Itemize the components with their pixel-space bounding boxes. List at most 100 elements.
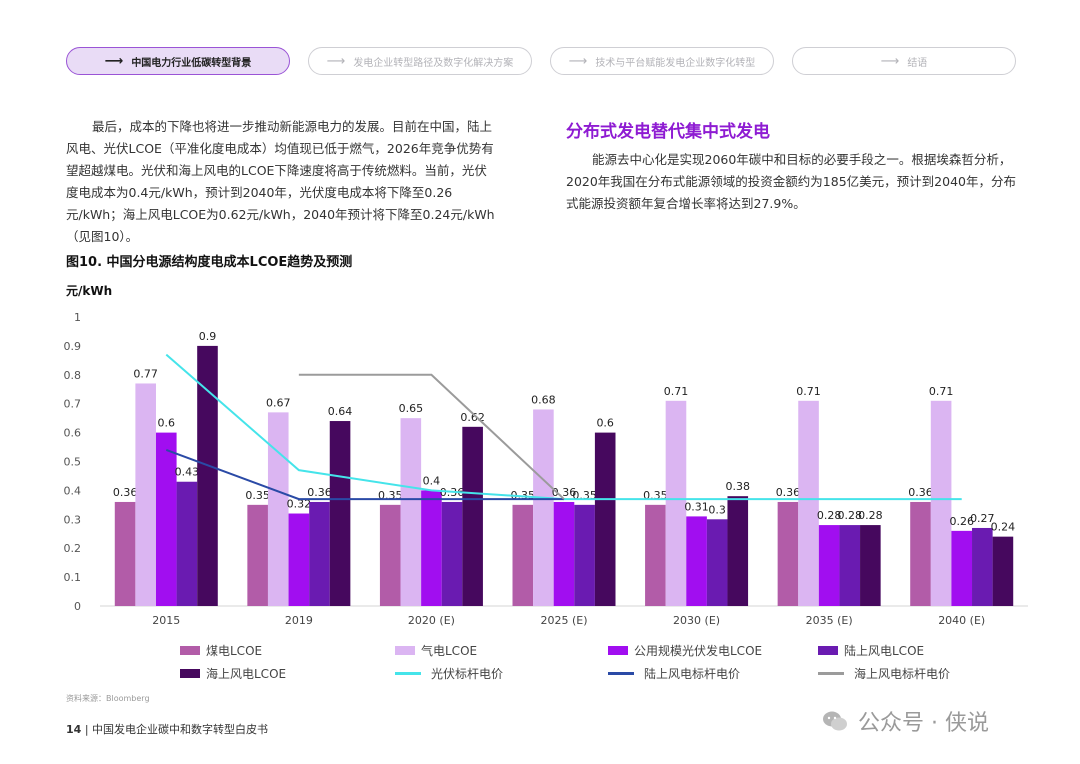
legend-label: 陆上风电标杆电价 (644, 667, 741, 681)
bar (818, 525, 840, 606)
tab-tech-platform[interactable]: ⟶ 技术与平台赋能发电企业数字化转型 (550, 47, 774, 75)
tab-transformation-path[interactable]: ⟶ 发电企业转型路径及数字化解决方案 (308, 47, 532, 75)
y-tick-label: 0.9 (64, 340, 82, 353)
footer-divider: | (84, 723, 93, 736)
bar-value-label: 0.36 (776, 486, 801, 499)
legend-swatch (395, 646, 415, 655)
bar-value-label: 0.77 (133, 367, 158, 380)
bar-value-label: 0.43 (175, 466, 200, 479)
x-tick-label: 2030 (E) (673, 614, 720, 627)
y-tick-label: 0.2 (64, 542, 82, 555)
section-nav: ⟶ 中国电力行业低碳转型背景 ⟶ 发电企业转型路径及数字化解决方案 ⟶ 技术与平… (66, 47, 1016, 77)
x-tick-label: 2040 (E) (938, 614, 985, 627)
bar-value-label: 0.35 (245, 489, 270, 502)
footer-title: 中国发电企业碳中和数字转型白皮书 (92, 723, 269, 736)
x-tick-label: 2025 (E) (540, 614, 587, 627)
tab-label: 中国电力行业低碳转型背景 (131, 57, 252, 69)
bar-value-label: 0.36 (908, 486, 933, 499)
bar (176, 481, 198, 606)
wechat-icon (823, 711, 847, 731)
bar-value-label: 0.65 (399, 402, 424, 415)
bar (706, 519, 728, 606)
y-tick-label: 0.5 (64, 456, 82, 469)
bar (727, 496, 749, 606)
bar (930, 400, 952, 606)
bar (798, 400, 819, 606)
bar (951, 530, 973, 606)
bar (574, 504, 595, 606)
y-tick-label: 0 (74, 600, 81, 613)
bar (533, 409, 554, 606)
y-tick-label: 0.7 (64, 398, 82, 411)
bar-value-label: 0.32 (287, 498, 312, 511)
bar-value-label: 0.71 (929, 385, 954, 398)
bar (462, 426, 483, 606)
bar-value-label: 0.6 (158, 417, 176, 430)
legend-item: 公用规模光伏发电LCOE (608, 642, 762, 659)
legend-label: 公用规模光伏发电LCOE (634, 644, 763, 658)
tab-label: 结语 (907, 57, 928, 69)
bar (839, 525, 861, 606)
y-tick-label: 1 (74, 311, 81, 324)
bar (860, 525, 881, 606)
bar (777, 501, 799, 606)
legend-item: 陆上风电LCOE (818, 642, 924, 659)
bar-value-label: 0.26 (949, 515, 974, 528)
legend-label: 陆上风电LCOE (844, 644, 925, 658)
benchmark-line (165, 449, 564, 501)
y-axis-unit: 元/kWh (66, 284, 113, 298)
bar-value-label: 0.62 (460, 411, 485, 424)
decentralization-paragraph: 能源去中心化是实现2060年碳中和目标的必要手段之一。根据埃森哲分析，2020年… (566, 152, 1016, 211)
bar (309, 501, 330, 606)
bar (379, 504, 401, 606)
legend-item: 陆上风电标杆电价 (608, 665, 740, 682)
legend-line-swatch (608, 672, 634, 675)
x-tick-label: 2035 (E) (806, 614, 853, 627)
x-tick-label: 2015 (152, 614, 180, 627)
bar-value-label: 0.28 (817, 509, 842, 522)
bar-value-label: 0.64 (328, 405, 353, 418)
bar-value-label: 0.6 (596, 417, 614, 430)
tab-label: 发电企业转型路径及数字化解决方案 (353, 57, 514, 69)
legend-item: 煤电LCOE (180, 642, 262, 659)
bar-value-label: 0.28 (837, 509, 862, 522)
legend-label: 气电LCOE (421, 644, 478, 658)
bar-value-label: 0.31 (684, 500, 709, 513)
bar-value-label: 0.68 (531, 393, 556, 406)
bar-value-label: 0.4 (423, 474, 441, 487)
arrow-right-icon: ⟶ (880, 53, 900, 69)
tab-low-carbon-background[interactable]: ⟶ 中国电力行业低碳转型背景 (66, 47, 290, 75)
y-tick-label: 0.8 (64, 369, 82, 382)
bar-value-label: 0.36 (307, 486, 332, 499)
legend-item: 光伏标杆电价 (395, 665, 503, 682)
legend-line-swatch (818, 672, 844, 675)
watermark-text: 公众号 · 侠说 (858, 711, 989, 736)
legend-item: 海上风电LCOE (180, 665, 286, 682)
bar (288, 513, 310, 606)
watermark: 公众号 · 侠说 (822, 705, 989, 737)
figure-title: 图10. 中国分电源结构度电成本LCOE趋势及预测 (66, 255, 353, 270)
bar (114, 501, 136, 606)
bar-value-label: 0.38 (726, 480, 751, 493)
bar (686, 516, 707, 606)
bar (594, 432, 616, 606)
bar (400, 418, 422, 606)
bar-value-label: 0.24 (991, 521, 1016, 534)
bar-value-label: 0.36 (552, 486, 577, 499)
bar (512, 504, 534, 606)
tab-conclusion[interactable]: ⟶ 结语 (792, 47, 1016, 75)
source-note: 资料来源：Bloomberg (66, 694, 150, 703)
legend-swatch (608, 646, 628, 655)
y-tick-label: 0.4 (64, 484, 82, 497)
page-footer: 14 | 中国发电企业碳中和数字转型白皮书 (66, 721, 268, 737)
bar-value-label: 0.9 (199, 330, 217, 343)
bar (645, 504, 666, 606)
x-tick-label: 2019 (285, 614, 313, 627)
arrow-right-icon: ⟶ (568, 53, 588, 69)
legend-swatch (180, 646, 200, 655)
bar-value-label: 0.27 (970, 512, 995, 525)
lcoe-chart: 0 0.1 0.2 0.3 0.4 0.5 0.6 0.7 0.8 0.9 1 0.36 0.77 0.6… (64, 311, 1028, 627)
bar-value-label: 0.36 (113, 486, 138, 499)
legend-label: 海上风电LCOE (206, 667, 287, 681)
bar (247, 504, 268, 606)
